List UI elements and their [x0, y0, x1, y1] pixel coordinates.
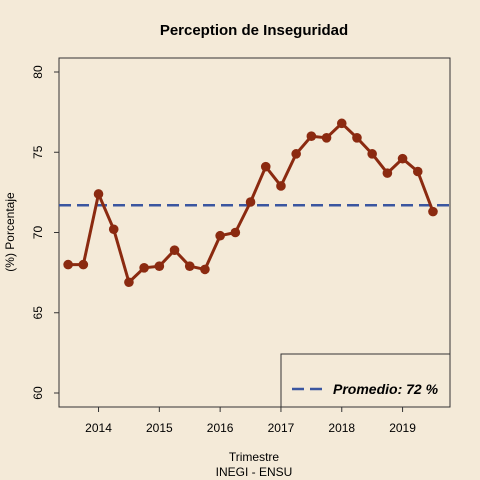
- data-point: [260, 161, 271, 172]
- data-point: [321, 133, 332, 143]
- series-line-segment: [203, 234, 222, 271]
- legend-label: Promedio: 72 %: [333, 381, 439, 397]
- data-point: [412, 166, 423, 177]
- y-tick-label: 70: [31, 226, 45, 240]
- x-tick-label: 2016: [207, 421, 234, 435]
- x-axis-label: Trimestre: [229, 450, 280, 464]
- data-point: [245, 197, 256, 207]
- data-point: [306, 131, 317, 141]
- series-line-segment: [416, 170, 435, 214]
- series-line-segment: [233, 200, 253, 234]
- chart-title: Perception de Inseguridad: [160, 22, 348, 39]
- data-point: [154, 261, 165, 272]
- data-point: [382, 168, 393, 178]
- data-point: [352, 133, 362, 143]
- x-tick-label: 2019: [389, 421, 416, 435]
- data-point: [276, 181, 286, 191]
- data-point: [108, 224, 119, 235]
- data-point: [428, 206, 438, 217]
- data-point: [78, 259, 89, 270]
- x-tick-label: 2015: [146, 421, 173, 435]
- x-tick-label: 2014: [85, 421, 112, 435]
- series-line-segment: [81, 192, 101, 267]
- data-point: [63, 259, 73, 270]
- series-line-segment: [249, 165, 268, 204]
- x-tick-label: 2018: [328, 421, 355, 435]
- data-point: [169, 245, 180, 255]
- y-tick-label: 75: [31, 145, 45, 159]
- data-point: [124, 277, 134, 288]
- y-tick-label: 80: [31, 65, 45, 79]
- data-point: [367, 149, 377, 159]
- data-point: [215, 230, 225, 241]
- legend-box: [280, 353, 451, 408]
- data-point: [200, 264, 210, 275]
- data-point: [93, 189, 104, 199]
- caption: INEGI - ENSU: [216, 465, 293, 479]
- data-point: [184, 261, 195, 272]
- series-line-segment: [279, 152, 298, 188]
- x-tick-label: 2017: [268, 421, 295, 435]
- y-tick-label: 60: [31, 386, 45, 400]
- plot-area: 60 65 70 75 80 2014 2015 2016 2017 2018 2019 Promed…: [31, 57, 451, 435]
- data-point: [397, 153, 408, 164]
- series-line-segment: [112, 227, 131, 284]
- y-axis-label: (%) Porcentaje: [3, 192, 17, 272]
- data-point: [291, 149, 301, 159]
- data-point: [336, 118, 347, 129]
- series-line-segment: [97, 192, 116, 231]
- y-tick-label: 65: [31, 306, 45, 320]
- data-point: [230, 227, 241, 238]
- data-point: [139, 263, 149, 273]
